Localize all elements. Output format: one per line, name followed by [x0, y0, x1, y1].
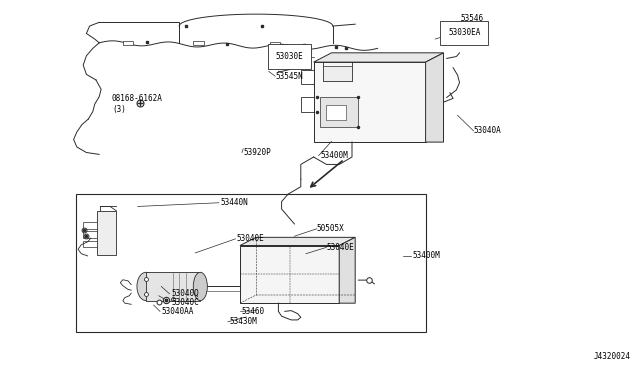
Bar: [270, 42, 280, 47]
Text: 53545N: 53545N: [275, 72, 303, 81]
Text: 50505X: 50505X: [317, 224, 344, 233]
Bar: [83, 222, 97, 229]
Text: 53040E: 53040E: [237, 234, 264, 243]
Text: 53040C: 53040C: [172, 298, 199, 307]
Bar: [314, 62, 426, 142]
Text: 53440N: 53440N: [221, 198, 248, 207]
Polygon shape: [339, 237, 355, 303]
Text: 53546: 53546: [461, 14, 484, 23]
Bar: [83, 231, 97, 238]
Text: J4320024: J4320024: [593, 352, 630, 361]
Bar: [83, 241, 97, 247]
Text: 53030E: 53030E: [275, 52, 303, 61]
Text: 53430M: 53430M: [229, 317, 257, 326]
Polygon shape: [426, 53, 444, 142]
Bar: [240, 246, 339, 303]
Ellipse shape: [193, 272, 207, 301]
Bar: [123, 41, 133, 45]
Text: 08168-6162A
(3): 08168-6162A (3): [112, 94, 163, 114]
Ellipse shape: [137, 272, 155, 301]
Text: 53040E: 53040E: [326, 243, 354, 252]
Text: 53400M: 53400M: [413, 251, 440, 260]
Text: 53030EA: 53030EA: [448, 28, 481, 37]
Bar: [320, 97, 358, 127]
Bar: [326, 105, 346, 120]
Polygon shape: [314, 53, 444, 62]
Text: 53040A: 53040A: [474, 126, 501, 135]
Text: 53040AA: 53040AA: [161, 307, 194, 316]
Bar: [146, 272, 200, 301]
Text: 53040Q: 53040Q: [172, 289, 199, 298]
Text: 53460: 53460: [242, 307, 265, 316]
Text: 53920P: 53920P: [243, 148, 271, 157]
Bar: [76, 194, 426, 332]
Bar: [97, 211, 116, 255]
Bar: [193, 41, 204, 45]
Text: 53400M: 53400M: [320, 151, 348, 160]
Polygon shape: [240, 237, 355, 246]
Bar: [323, 66, 352, 81]
